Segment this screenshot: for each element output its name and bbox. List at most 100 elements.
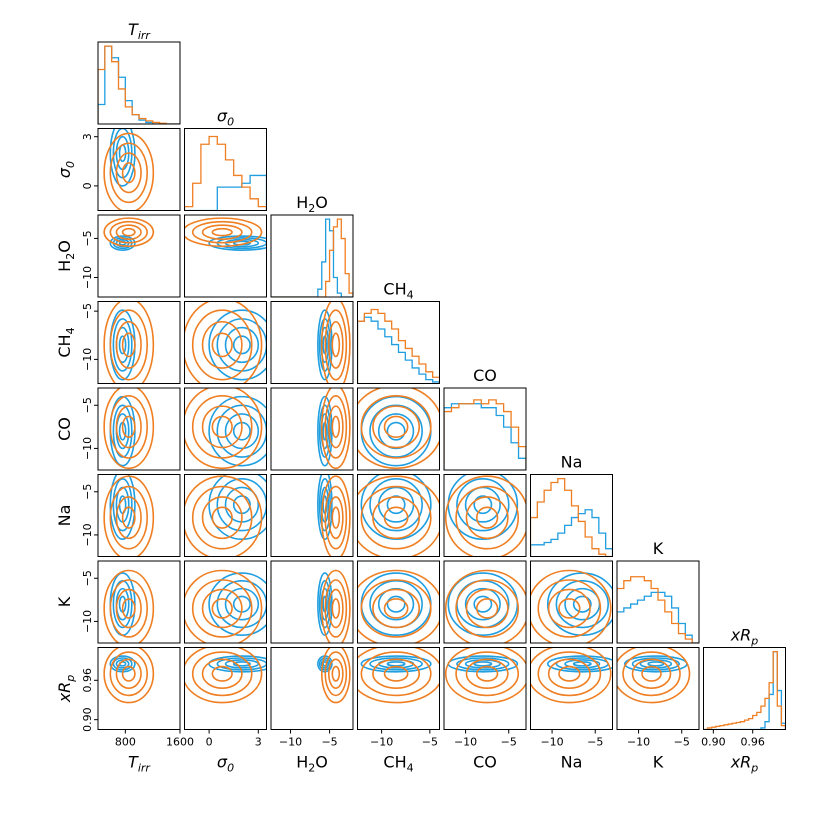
- contour-series-0-level-2: [318, 580, 331, 629]
- panel-content: [103, 128, 155, 211]
- panel-frame: [270, 560, 354, 644]
- x-tick-label: 1600: [166, 736, 194, 749]
- x-axis-label-xrp: xRp: [730, 753, 759, 775]
- y-axis-label-h2o: H2O: [55, 240, 77, 272]
- contour-series-0-level-2: [112, 657, 133, 671]
- contour-series-1-level-2: [109, 651, 149, 697]
- panel-xrp-k: −10 −5: [616, 647, 700, 749]
- panel-title-h2o: H2O: [296, 193, 328, 215]
- contour-series-1-level-2: [191, 651, 253, 697]
- contour-series-1-level-0: [331, 332, 341, 358]
- contour-series-0-level-3: [546, 655, 613, 673]
- y-axis-label-co: CO: [55, 417, 74, 441]
- contour-series-1-level-2: [109, 394, 149, 459]
- y-tick-label: −10: [81, 348, 94, 371]
- panel-content: [617, 647, 691, 704]
- panel-frame: [97, 474, 181, 557]
- contour-series-1-level-3: [103, 569, 155, 643]
- panel-frame: [443, 560, 527, 644]
- contour-series-0-level-3: [208, 309, 267, 381]
- histogram-series-1: [617, 576, 699, 643]
- panel-frame: [184, 560, 267, 644]
- x-axis-label-co: CO: [473, 753, 497, 772]
- panel-sigma0-sigma0: [184, 128, 267, 211]
- contour-series-1-level-2: [191, 485, 253, 550]
- panel-k-k: [616, 560, 700, 644]
- contour-series-0-level-3: [109, 128, 136, 187]
- y-tick-label: −10: [81, 523, 94, 546]
- contour-series-1-level-1: [115, 588, 142, 629]
- contour-series-1-level-1: [115, 496, 142, 540]
- contour-series-0-level-2: [456, 478, 510, 532]
- contour-series-1-level-2: [360, 485, 432, 550]
- y-axis-label-na-main: Na: [55, 505, 74, 527]
- contour-series-0-level-0: [386, 661, 406, 667]
- panel-content: [357, 388, 440, 470]
- x-tick-label: 0.96: [740, 736, 765, 749]
- contour-series-1-level-0: [121, 665, 136, 682]
- contour-series-1-level-1: [327, 405, 344, 449]
- panel-title-sigma0-sub: 0: [227, 116, 234, 129]
- contour-series-1-level-0: [121, 162, 136, 184]
- panel-xrp-co: −10 −5: [443, 647, 527, 749]
- contour-series-1-level-3: [357, 569, 440, 643]
- contour-series-1-level-3: [444, 647, 526, 704]
- panel-content: [103, 217, 155, 251]
- contour-series-1-level-1: [465, 588, 509, 629]
- contour-series-1-level-2: [455, 485, 520, 550]
- panel-content: [184, 647, 267, 704]
- panel-content: [103, 388, 155, 470]
- panel-na-na: [530, 474, 613, 557]
- contour-series-0-level-0: [473, 661, 493, 667]
- histogram-series-0: [98, 45, 180, 124]
- contour-series-0-level-2: [369, 657, 423, 671]
- contour-series-1-level-0: [383, 665, 409, 682]
- contour-series-0-level-0: [232, 661, 251, 667]
- contour-series-1-level-1: [372, 405, 421, 449]
- y-tick-label: 0.90: [81, 707, 94, 732]
- x-axis-label-k: K: [653, 753, 664, 772]
- panel-frame: [184, 214, 267, 298]
- panel-co-tirr: −10 −5: [81, 387, 181, 471]
- panel-frame: [97, 387, 181, 471]
- panel-content: [357, 569, 440, 643]
- y-axis-label-sigma0-sub: 0: [64, 161, 77, 168]
- contour-series-1-level-3: [530, 647, 612, 704]
- contour-series-0-level-0: [232, 495, 251, 515]
- y-tick-label: 0.96: [81, 668, 94, 693]
- x-tick-label: −5: [422, 736, 438, 749]
- y-tick-label: −5: [81, 570, 94, 586]
- y-axis-label-xrp-main: xR: [55, 682, 74, 704]
- panel-frame: [357, 387, 440, 471]
- contour-series-1-level-1: [372, 496, 421, 540]
- x-tick-label: 0.90: [701, 736, 726, 749]
- contour-series-1-level-3: [617, 647, 691, 704]
- contour-series-0-level-0: [232, 335, 251, 355]
- y-axis-label-sigma0-main: σ: [55, 167, 74, 178]
- contour-series-1-level-1: [465, 658, 509, 689]
- panel-frame: [97, 560, 181, 644]
- panel-content: [317, 388, 351, 470]
- panel-frame: [270, 474, 354, 557]
- x-axis-label-sigma0-main: σ: [217, 753, 228, 772]
- x-tick-label: −10: [370, 736, 393, 749]
- panel-frame: [97, 647, 181, 730]
- contour-series-0-level-3: [360, 655, 432, 673]
- histogram-series-0: [271, 218, 353, 297]
- contour-series-1-level-2: [537, 579, 602, 638]
- panel-frame: [357, 301, 440, 384]
- contour-series-1-level-3: [103, 132, 155, 211]
- contour-series-1-level-1: [327, 588, 344, 629]
- contour-series-0-level-1: [224, 326, 260, 364]
- panel-title-tirr-sub: irr: [138, 29, 152, 42]
- contour-series-1-level-1: [201, 224, 243, 241]
- histogram-series-1: [357, 308, 440, 384]
- panel-content: [271, 218, 353, 297]
- panel-h2o-h2o: [270, 214, 354, 298]
- contour-series-1-level-1: [201, 320, 243, 369]
- x-axis-label-sigma0: σ0: [217, 753, 234, 775]
- panel-content: [444, 647, 526, 704]
- panel-k-h2o: [270, 560, 354, 644]
- contour-series-1-level-3: [184, 569, 263, 643]
- x-tick-label: −5: [587, 736, 603, 749]
